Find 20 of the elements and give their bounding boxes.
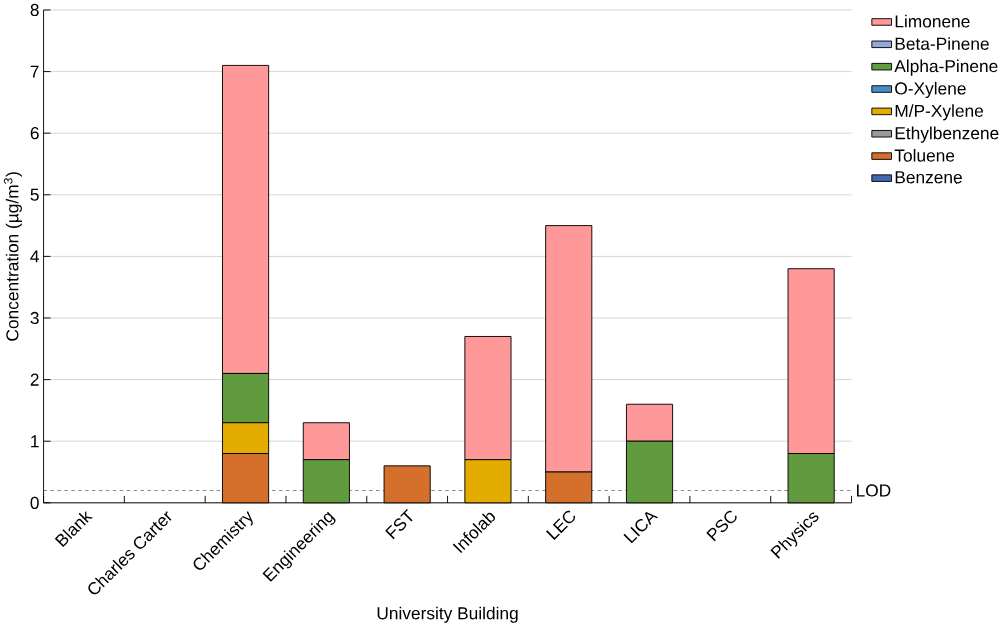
legend-label: Toluene	[894, 149, 955, 162]
y-axis-title: Concentration (µg/m$^{3}$)	[3, 172, 22, 341]
legend-label: Beta-Pinene	[895, 37, 989, 51]
y-tick-label: 8	[30, 4, 39, 17]
y-tick-label: 0	[30, 496, 39, 510]
legend-label: Limonene	[895, 14, 970, 28]
legend-label: O-Xylene	[895, 82, 966, 99]
y-tick-label: 2	[30, 373, 39, 386]
legend-label: Alpha-Pinene	[894, 59, 998, 76]
y-tick-label: 6	[30, 127, 39, 140]
y-tick-label: 7	[30, 65, 39, 78]
y-tick-label: 4	[30, 250, 39, 263]
y-tick-label: 3	[30, 312, 39, 325]
ref-line-label: LOD	[857, 484, 891, 497]
x-axis-title: University Building	[377, 606, 518, 623]
legend-label: Benzene	[895, 171, 962, 184]
legend-label: Ethylbenzene	[895, 126, 999, 143]
y-tick-label: 1	[31, 435, 39, 448]
legend-label: M/P-Xylene	[895, 104, 984, 121]
y-tick-label: 5	[30, 188, 39, 201]
